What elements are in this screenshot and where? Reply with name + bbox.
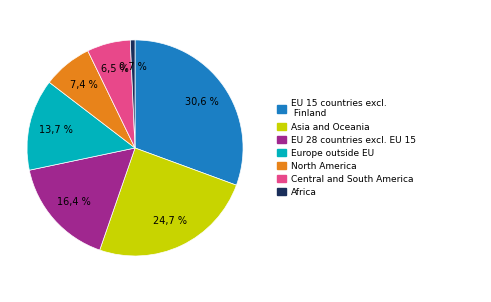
Text: 7,4 %: 7,4 % xyxy=(70,80,98,90)
Wedge shape xyxy=(88,40,135,148)
Wedge shape xyxy=(135,40,243,185)
Wedge shape xyxy=(130,40,135,148)
Wedge shape xyxy=(27,82,135,170)
Wedge shape xyxy=(49,51,135,148)
Text: 16,4 %: 16,4 % xyxy=(57,197,91,207)
Wedge shape xyxy=(100,148,237,256)
Text: 13,7 %: 13,7 % xyxy=(39,125,73,135)
Text: 30,6 %: 30,6 % xyxy=(185,97,218,107)
Text: 6,5 %: 6,5 % xyxy=(101,64,129,75)
Text: 0,7 %: 0,7 % xyxy=(119,62,147,72)
Text: 24,7 %: 24,7 % xyxy=(153,216,187,226)
Wedge shape xyxy=(29,148,135,250)
Legend: EU 15 countries excl.
 Finland, Asia and Oceania, EU 28 countries excl. EU 15, E: EU 15 countries excl. Finland, Asia and … xyxy=(274,96,418,200)
